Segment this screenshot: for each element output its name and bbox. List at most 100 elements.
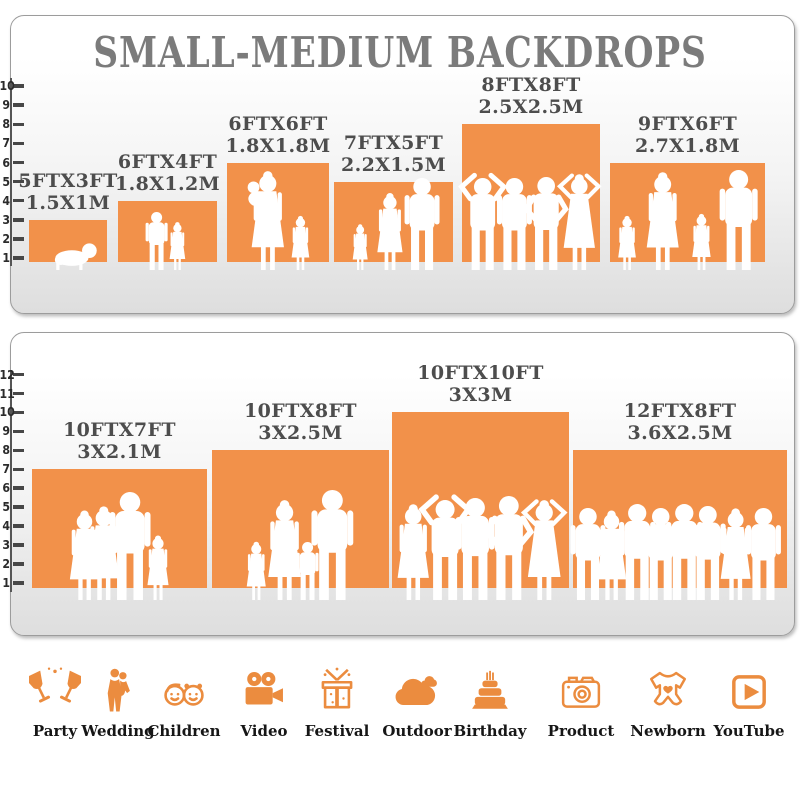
youtube-icon bbox=[732, 675, 766, 709]
bar-size-m: 2.5X2.5M bbox=[478, 95, 584, 118]
ruler-tick bbox=[13, 141, 24, 146]
backdrop-bar bbox=[227, 163, 329, 262]
category-item: Product bbox=[536, 666, 626, 740]
ruler-tick bbox=[13, 543, 24, 547]
ruler-axis bbox=[10, 370, 12, 592]
ruler-tick bbox=[13, 122, 24, 127]
bar-size-label: 8FTX8FT 2.5X2.5M bbox=[421, 75, 641, 118]
ruler-number: 2 bbox=[2, 230, 10, 246]
ruler-number: 2 bbox=[2, 556, 10, 572]
category-label: Outdoor bbox=[382, 722, 452, 740]
ruler-number: 7 bbox=[2, 461, 10, 477]
category-label: Birthday bbox=[453, 722, 527, 740]
bar-size-label: 6FTX4FT 1.8X1.2M bbox=[58, 152, 278, 195]
bar-size-ft: 10FTX7FT bbox=[63, 419, 176, 442]
category-item: YouTube bbox=[704, 666, 794, 740]
ruler-tick bbox=[13, 218, 24, 222]
ruler-number: 5 bbox=[2, 173, 10, 189]
bar-size-ft: 7FTX5FT bbox=[343, 132, 444, 155]
backdrop-bar bbox=[573, 450, 787, 588]
backdrop-bar bbox=[29, 220, 107, 262]
ruler-tick bbox=[13, 486, 24, 491]
bar-size-label: 7FTX5FT 2.2X1.5M bbox=[284, 133, 504, 176]
ruler-number: 3 bbox=[2, 537, 10, 553]
ruler-tick bbox=[13, 237, 24, 241]
ruler-tick bbox=[13, 524, 24, 528]
bar-size-m: 1.8X1.8M bbox=[225, 134, 331, 157]
ruler-number: 9 bbox=[2, 97, 10, 113]
bar-size-label: 10FTX10FT 3X3M bbox=[371, 363, 591, 406]
party-icon bbox=[29, 667, 81, 703]
category-label: Product bbox=[547, 722, 615, 740]
ruler-number: 11 bbox=[0, 385, 15, 401]
ruler-tick bbox=[13, 448, 24, 453]
ruler-number: 9 bbox=[2, 423, 10, 439]
ruler-number: 10 bbox=[0, 404, 15, 420]
ruler-number: 1 bbox=[2, 575, 10, 590]
category-label: Newborn bbox=[630, 722, 706, 740]
backdrop-bar bbox=[32, 469, 207, 588]
category-item: Party bbox=[10, 666, 100, 740]
ruler-tick bbox=[13, 562, 24, 566]
children-icon bbox=[164, 683, 204, 706]
ruler-tick bbox=[13, 372, 24, 377]
ruler-number: 3 bbox=[2, 211, 10, 227]
ruler-number: 4 bbox=[2, 518, 10, 534]
ruler-tick bbox=[13, 160, 24, 165]
onesie-icon bbox=[649, 671, 687, 706]
backdrop-bar bbox=[392, 412, 569, 588]
page-title: SMALL-MEDIUM BACKDROPS bbox=[93, 28, 707, 77]
ruler-tick bbox=[13, 179, 24, 184]
backdrop-bar bbox=[334, 182, 453, 262]
bar-size-ft: 6FTX6FT bbox=[228, 113, 328, 136]
gift-icon bbox=[321, 667, 353, 709]
ruler-tick bbox=[13, 410, 24, 415]
category-item: Wedding bbox=[73, 666, 163, 740]
bar-size-m: 2.2X1.5M bbox=[340, 153, 447, 176]
ruler-number: 1 bbox=[2, 250, 10, 265]
category-label: Festival bbox=[304, 722, 370, 740]
bar-size-label: 10FTX7FT 3X2.1M bbox=[10, 420, 230, 463]
bar-size-label: 9FTX6FT 2.7X1.8M bbox=[578, 114, 798, 157]
ruler-number: 8 bbox=[2, 116, 10, 132]
ruler-tick bbox=[13, 505, 24, 509]
bar-size-m: 1.5X1M bbox=[25, 191, 111, 214]
ruler-tick bbox=[13, 84, 24, 88]
ruler-number: 4 bbox=[2, 192, 10, 208]
bar-size-label: 6FTX6FT 1.8X1.8M bbox=[168, 114, 388, 157]
bar-size-ft: 9FTX6FT bbox=[637, 113, 738, 136]
backdrop-bar bbox=[118, 201, 217, 262]
bar-size-ft: 6FTX4FT bbox=[117, 151, 218, 174]
category-item: Children bbox=[139, 666, 229, 740]
ruler-number: 5 bbox=[2, 499, 10, 515]
ruler-number: 10 bbox=[0, 78, 15, 94]
bar-size-m: 2.7X1.8M bbox=[634, 134, 741, 157]
backdrop-bar bbox=[212, 450, 389, 588]
ruler-number: 7 bbox=[2, 135, 10, 151]
ruler-number: 6 bbox=[2, 154, 10, 170]
ruler-number: 8 bbox=[2, 442, 10, 458]
ruler-number: 12 bbox=[0, 366, 15, 382]
ruler-tick bbox=[13, 256, 24, 260]
bar-size-ft: 8FTX8FT bbox=[481, 74, 581, 97]
bar-size-label: 10FTX8FT 3X2.5M bbox=[191, 401, 411, 444]
bar-size-m: 3.6X2.5M bbox=[627, 421, 733, 444]
bar-size-ft: 10FTX8FT bbox=[244, 400, 357, 423]
ruler-tick bbox=[13, 581, 24, 585]
bar-size-ft: 10FTX10FT bbox=[417, 362, 544, 385]
ruler-tick bbox=[13, 467, 24, 472]
backdrop-bar bbox=[610, 163, 765, 262]
category-label: Video bbox=[240, 722, 288, 740]
category-item: Newborn bbox=[623, 666, 713, 740]
ruler-tick bbox=[13, 391, 24, 396]
category-item: Video bbox=[219, 666, 309, 740]
category-label: YouTube bbox=[713, 722, 785, 740]
bar-size-m: 1.8X1.2M bbox=[114, 172, 221, 195]
category-item: Birthday bbox=[445, 666, 535, 740]
category-item: Outdoor bbox=[372, 666, 462, 740]
bar-size-label: 12FTX8FT 3.6X2.5M bbox=[570, 401, 790, 444]
bar-size-ft: 12FTX8FT bbox=[623, 400, 737, 423]
video-camera-icon bbox=[245, 671, 283, 705]
bar-size-m: 3X2.1M bbox=[77, 440, 162, 463]
